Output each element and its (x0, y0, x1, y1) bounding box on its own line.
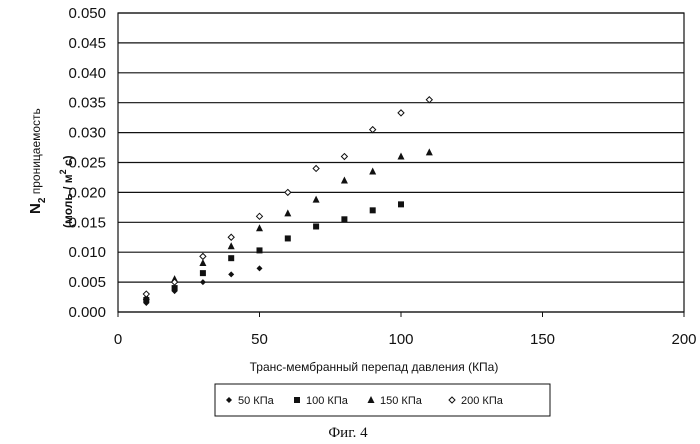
y-axis-label-line1: N2 проницаемость (27, 108, 48, 214)
data-points (143, 97, 433, 306)
figure-caption: Фиг. 4 (328, 425, 368, 441)
y-label-n: N (27, 203, 44, 214)
legend-label: 200 КПа (461, 395, 504, 407)
data-point (257, 247, 263, 253)
data-point (200, 270, 206, 276)
data-point (200, 279, 206, 285)
y-tick-label: 0.045 (68, 35, 106, 52)
y-label-units-open: (моль / м (61, 174, 75, 228)
data-point (398, 110, 404, 116)
data-point (285, 189, 291, 195)
data-point (172, 285, 178, 291)
x-tick-label: 150 (530, 331, 555, 348)
data-point (341, 154, 347, 160)
x-axis-label: Транс-мембранный перепад давления (КПа) (250, 360, 499, 374)
data-point (143, 291, 149, 297)
data-point (398, 201, 404, 207)
data-point (341, 216, 347, 222)
data-point (256, 224, 263, 231)
data-point (341, 176, 348, 183)
y-tick-label: 0.010 (68, 244, 106, 261)
data-point (370, 207, 376, 213)
data-point (257, 213, 263, 219)
data-point (313, 223, 319, 229)
data-point (369, 167, 376, 174)
legend-marker (294, 397, 300, 403)
legend-label: 150 КПа (380, 395, 423, 407)
y-tick-label: 0.030 (68, 125, 106, 142)
y-label-text: проницаемость (29, 108, 43, 197)
x-axis-ticks: 0 50 100 150 200 (114, 312, 697, 348)
data-point (200, 253, 206, 259)
legend-item: 50 КПа (226, 395, 275, 407)
y-tick-label: 0.000 (68, 304, 106, 321)
data-point (228, 271, 234, 277)
x-tick-label: 0 (114, 331, 122, 348)
data-point (313, 165, 319, 171)
legend-marker (368, 396, 375, 403)
series-3 (143, 148, 433, 300)
data-point (426, 148, 433, 155)
data-point (228, 255, 234, 261)
data-point (285, 235, 291, 241)
legend: 50 КПа 100 КПа 150 КПа 200 КПа (215, 384, 550, 416)
legend-label: 100 КПа (306, 395, 349, 407)
data-point (228, 242, 235, 249)
legend-item: 150 КПа (368, 395, 423, 407)
data-point (398, 153, 405, 160)
legend-items: 50 КПа 100 КПа 150 КПа 200 КПа (226, 395, 504, 407)
data-point (257, 265, 263, 271)
y-tick-label: 0.035 (68, 95, 106, 112)
data-point (313, 196, 320, 203)
x-tick-label: 100 (388, 331, 413, 348)
x-tick-label: 200 (671, 331, 696, 348)
data-point (426, 97, 432, 103)
data-point (370, 127, 376, 133)
legend-label: 50 КПа (238, 395, 275, 407)
legend-marker (226, 397, 232, 403)
series-4 (143, 97, 432, 297)
data-point (284, 209, 291, 216)
legend-item: 100 КПа (294, 395, 349, 407)
legend-item: 200 КПа (449, 395, 504, 407)
y-tick-label: 0.005 (68, 274, 106, 291)
grid-lines (118, 13, 684, 312)
x-tick-label: 50 (251, 331, 268, 348)
legend-marker (449, 397, 455, 403)
y-tick-label: 0.050 (68, 5, 106, 22)
data-point (228, 234, 234, 240)
y-tick-label: 0.040 (68, 65, 106, 82)
y-axis-label-line2: (моль / м2 с) (58, 155, 75, 228)
y-label-units-close: с) (61, 155, 75, 169)
